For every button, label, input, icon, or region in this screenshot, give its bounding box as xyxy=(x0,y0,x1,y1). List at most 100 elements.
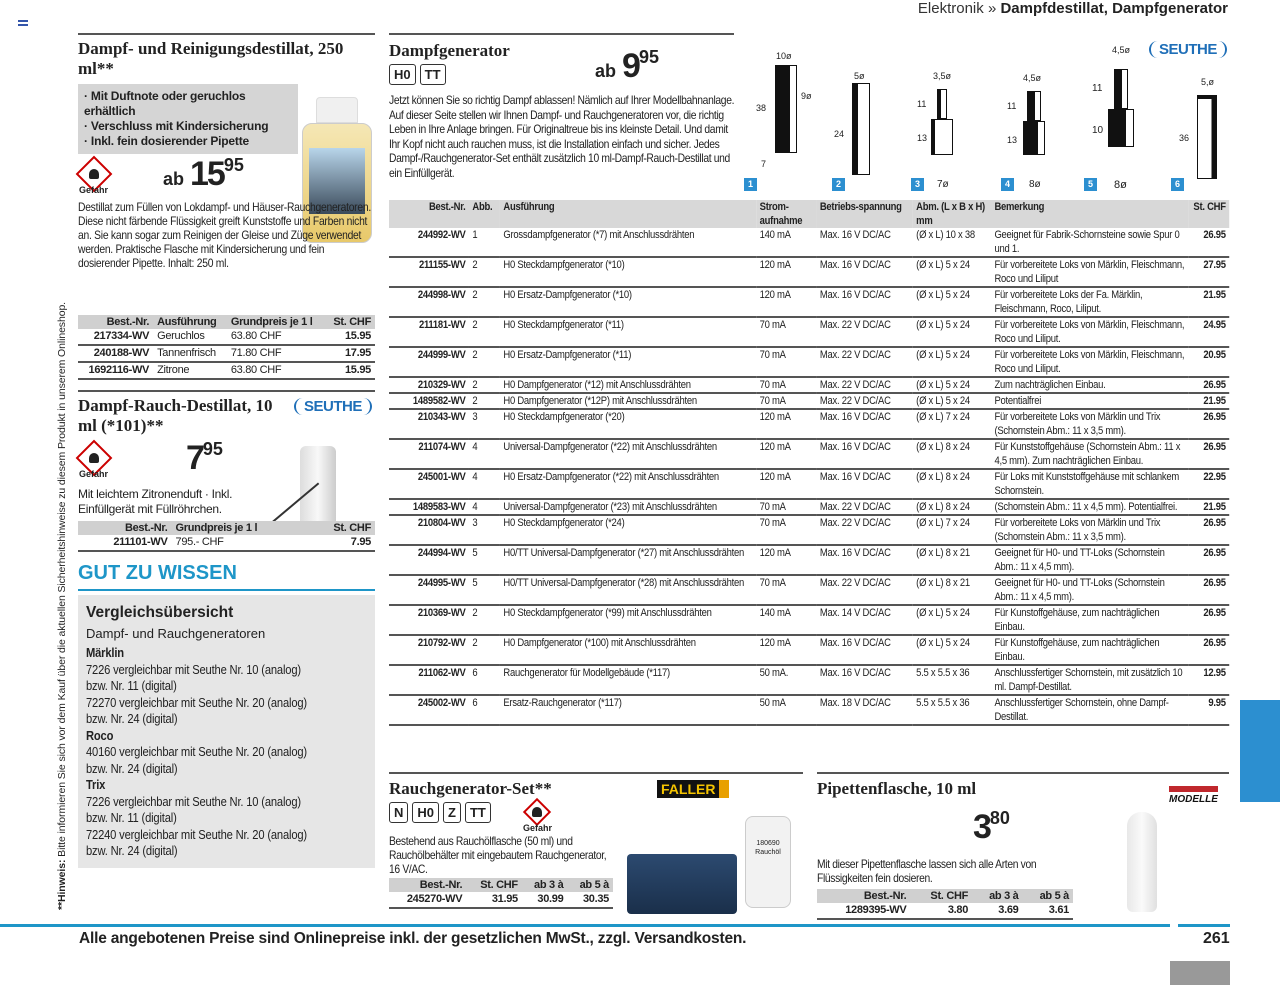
remark: Für vorbereitete Loks von Märklin und Tr… xyxy=(991,409,1189,440)
description: H0 Dampfgenerator (*12P) mit Anschlussdr… xyxy=(499,393,757,410)
product-title: Pipettenflasche, 10 ml xyxy=(817,779,977,798)
table-row[interactable]: 210329-WV 2 H0 Dampfgenerator (*12) mit An… xyxy=(389,377,1230,394)
table-row[interactable]: 1489582-WV 2 H0 Dampfgenerator (*12P) mit … xyxy=(389,393,1230,410)
table-row[interactable]: 211074-WV 4 Universal-Dampfgenerator (*22)… xyxy=(389,439,1230,470)
order-number: 210804-WV xyxy=(389,515,469,546)
table-row[interactable]: 245002-WV 6 Ersatz-Rauchgenerator (*117) 50… xyxy=(389,695,1230,726)
table-row[interactable]: 244999-WV 2 H0 Ersatz-Dampfgenerator (*11)… xyxy=(389,347,1230,378)
gauge-badge: TT xyxy=(419,64,446,85)
menu-icon[interactable] xyxy=(18,20,28,26)
table-row[interactable]: 217334-WV Geruchlos 63.80 CHF 15.95 xyxy=(78,329,375,346)
unit-price: 15.95 xyxy=(325,329,375,346)
table-row[interactable]: 210804-WV 3 H0 Steckdampfgenerator (*24) 70… xyxy=(389,515,1230,546)
description: H0 Dampfgenerator (*12) mit Anschlussdrä… xyxy=(499,377,757,394)
table-row[interactable]: 1289395-WV 3.80 3.69 3.61 xyxy=(817,903,1073,920)
remark: Für Kunststoffgehäuse (Schornstein Abm.:… xyxy=(991,439,1189,470)
dimensions: (Ø x L) 5 x 24 xyxy=(912,287,991,318)
table-row[interactable]: 244995-WV 5 H0/TT Universal-Dampfgenerator… xyxy=(389,575,1230,606)
unit-price: 21.95 xyxy=(1188,287,1230,318)
dimensions: (Ø x L) 8 x 24 xyxy=(912,439,991,470)
table-row[interactable]: 211062-WV 6 Rauchgenerator für Modellgebäu… xyxy=(389,665,1230,696)
description: H0 Steckdampfgenerator (*10) xyxy=(499,257,757,288)
comparison-line: 72240 vergleichbar mit Seuthe Nr. 20 (an… xyxy=(86,826,307,842)
variant: Geruchlos xyxy=(153,329,227,346)
unit-price: 3.80 xyxy=(910,903,973,920)
table-row[interactable]: 211181-WV 2 H0 Steckdampfgenerator (*11) 70… xyxy=(389,317,1230,348)
page-number: 261 xyxy=(1203,930,1230,947)
table-row[interactable]: 210369-WV 2 H0 Steckdampfgenerator (*99) m… xyxy=(389,605,1230,636)
col-header: ab 5 à xyxy=(1022,889,1073,903)
col-header: ab 3 à xyxy=(521,878,568,892)
table-row[interactable]: 210343-WV 3 H0 Steckdampfgenerator (*20) 12… xyxy=(389,409,1230,440)
price-ab-5: 3.61 xyxy=(1022,903,1073,920)
section-description: Jetzt können Sie so richtig Dampf ablass… xyxy=(389,93,735,180)
col-header: ab 5 à xyxy=(567,878,613,892)
remark: Für vorbereitete Loks von Märklin und Tr… xyxy=(991,515,1189,546)
current: 70 mA xyxy=(756,347,817,378)
price-ab-3: 30.99 xyxy=(521,892,568,909)
comparison-box: Vergleichsübersicht Dampf- und Rauchgene… xyxy=(78,595,375,868)
gut-zu-wissen: GUT ZU WISSEN Vergleichsübersicht Dampf-… xyxy=(78,562,375,868)
table-header: Best.-Nr. Abb. Ausführung Strom-aufnahme… xyxy=(389,200,1230,228)
feature-item: · Inkl. fein dosierender Pipette xyxy=(84,134,249,148)
bottle-image xyxy=(302,97,372,247)
description: Rauchgenerator für Modellgebäude (*117) xyxy=(499,665,757,696)
figure-number: 1 xyxy=(744,178,757,191)
remark: Potentialfrei xyxy=(991,393,1189,410)
remark: Für vorbereitete Loks von Märklin, Fleis… xyxy=(991,317,1189,348)
price-cents: 95 xyxy=(223,155,244,175)
side-note: **Hinweis: Bitte informieren Sie sich vo… xyxy=(56,302,69,910)
current: 50 mA. xyxy=(756,665,817,696)
description: H0 Steckdampfgenerator (*99) mit Anschlu… xyxy=(499,605,757,636)
table-row[interactable]: 211101-WV 795.- CHF 7.95 xyxy=(78,535,375,552)
remark: Für Kunstoffgehäuse, zum nachträglichen … xyxy=(991,605,1189,636)
col-header: St. CHF xyxy=(306,521,375,535)
voltage: Max. 16 V DC/AC xyxy=(816,409,913,440)
current: 120 mA xyxy=(756,287,817,318)
chapter-tab[interactable] xyxy=(1240,700,1280,802)
product-title: Rauchgenerator-Set** xyxy=(389,779,552,798)
description: H0 Ersatz-Dampfgenerator (*10) xyxy=(499,287,757,318)
price-main: 3 xyxy=(973,808,992,846)
table-row[interactable]: 211155-WV 2 H0 Steckdampfgenerator (*10) 12… xyxy=(389,257,1230,288)
price: 795 xyxy=(186,439,223,478)
order-number: 211074-WV xyxy=(389,439,469,470)
figure-ref: 2 xyxy=(468,347,500,378)
dimensions: (Ø x L) 5 x 24 xyxy=(912,317,991,348)
current: 70 mA xyxy=(756,499,817,516)
current: 70 mA xyxy=(756,317,817,348)
table-row[interactable]: 1489583-WV 4 Universal-Dampfgenerator (*23… xyxy=(389,499,1230,516)
faller-logo: FALLER xyxy=(657,780,730,798)
table-row[interactable]: 244994-WV 5 H0/TT Universal-Dampfgenerator… xyxy=(389,545,1230,576)
base-price: 795.- CHF xyxy=(171,535,307,552)
col-header: Ausführung xyxy=(153,315,227,329)
table-row[interactable]: 210792-WV 2 H0 Dampfgenerator (*100) mit A… xyxy=(389,635,1230,666)
table-row[interactable]: 245001-WV 4 H0 Ersatz-Dampfgenerator (*22)… xyxy=(389,469,1230,500)
table-row[interactable]: 240188-WV Tannenfrisch 71.80 CHF 17.95 xyxy=(78,345,375,363)
dimensions: (Ø x L) 8 x 21 xyxy=(912,575,991,606)
table-row[interactable]: 1692116-WV Zitrone 63.80 CHF 15.95 xyxy=(78,362,375,380)
unit-price: 15.95 xyxy=(325,362,375,380)
description: H0 Ersatz-Dampfgenerator (*22) mit Ansch… xyxy=(499,469,757,500)
figure-number: 3 xyxy=(911,178,924,191)
figure-ref: 2 xyxy=(468,257,500,288)
table-row[interactable]: 244992-WV 1 Grossdampfgenerator (*7) mit A… xyxy=(389,228,1230,258)
dimensions: (Ø x L) 7 x 24 xyxy=(912,515,991,546)
dim-label: 4,5ø xyxy=(1112,45,1131,55)
order-number: 245002-WV xyxy=(389,695,469,726)
table-row[interactable]: 244998-WV 2 H0 Ersatz-Dampfgenerator (*10)… xyxy=(389,287,1230,318)
col-header: Abb. xyxy=(468,200,500,228)
product-title: Dampf- und Reinigungsdestillat, 250 ml** xyxy=(78,39,344,78)
seuthe-logo: SEUTHE xyxy=(1149,41,1227,58)
col-header: Grundpreis je 1 l xyxy=(171,521,307,535)
product-rauchgenerator-set: Rauchgenerator-Set** FALLER N H0 Z TT Gefah… xyxy=(389,772,803,914)
left-column: Dampf- und Reinigungsdestillat, 250 ml**… xyxy=(75,33,375,868)
figure-ref: 2 xyxy=(468,393,500,410)
table-row[interactable]: 245270-WV 31.95 30.99 30.35 xyxy=(389,892,613,909)
dim-label: 10ø xyxy=(776,51,792,61)
figure-ref: 2 xyxy=(468,605,500,636)
comparison-line: bzw. Nr. 24 (digital) xyxy=(86,843,178,858)
current: 70 mA xyxy=(756,575,817,606)
description: Universal-Dampfgenerator (*23) mit Ansch… xyxy=(499,499,757,516)
dampfgenerator-section: Dampfgenerator H0 TT ab 995 Jetzt können S… xyxy=(389,33,1230,763)
